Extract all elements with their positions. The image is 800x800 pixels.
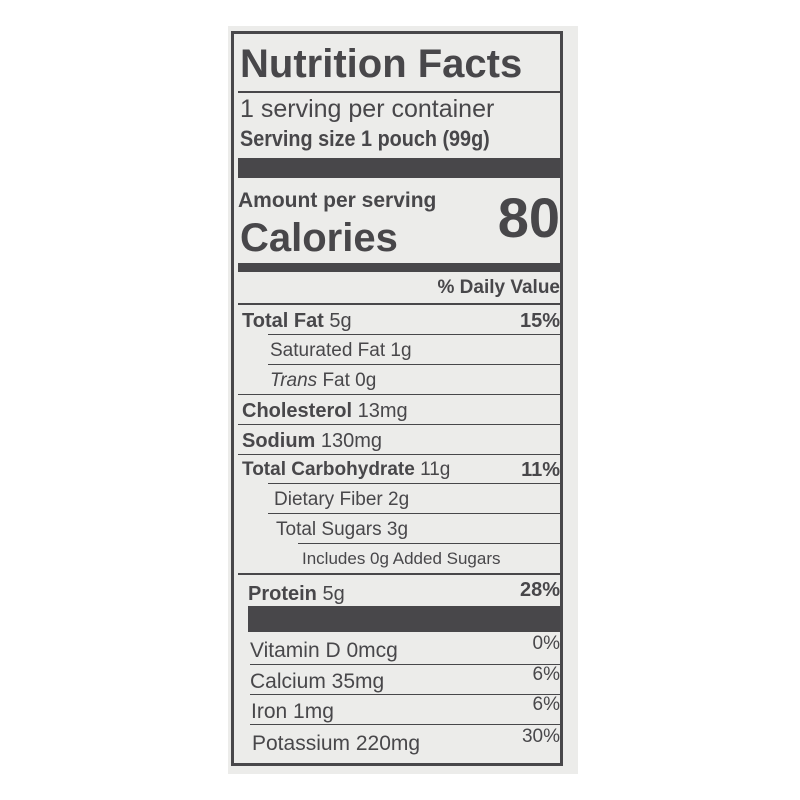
nutrient-row-sodium: Sodium 130mg [242,430,383,452]
vitamin-row-potassium: Potassium 220mg [252,732,421,755]
nutrient-row-trans-fat: Trans Fat 0g [270,370,377,391]
divider [268,334,560,335]
nutrient-row-total-carbohydrate: Total Carbohydrate 11g [242,459,451,480]
divider [238,394,560,395]
nutrient-row-protein: Protein 5g [248,583,345,605]
divider [238,424,560,425]
thick-divider [238,158,560,178]
nutrient-row-total-sugars: Total Sugars 3g [276,519,409,540]
daily-value-header: % Daily Value [437,277,560,298]
medium-divider [238,263,560,272]
nutrient-row-dietary-fiber: Dietary Fiber 2g [274,489,410,510]
dv-total-carbohydrate: 11% [521,459,560,481]
serving-size: Serving size 1 pouch (99g) [240,126,490,151]
dv-protein: 28% [519,579,560,601]
divider [238,91,560,93]
dv-iron: 6% [532,694,560,715]
divider [298,543,560,544]
divider [268,483,560,484]
dv-total-fat: 15% [519,310,560,332]
dv-vitamin-d: 0% [532,633,560,654]
dv-potassium: 30% [521,726,560,747]
thick-divider [248,606,560,632]
nutrient-row-cholesterol: Cholesterol 13mg [242,400,408,422]
vitamin-row-calcium: Calcium 35mg [250,670,385,693]
nutrient-row-total-fat: Total Fat 5g [242,310,352,332]
servings-per-container: 1 serving per container [240,95,495,123]
divider [250,724,560,725]
label-title: Nutrition Facts [240,42,523,86]
divider [238,303,560,305]
divider [250,694,560,695]
divider [250,664,560,665]
vitamin-row-iron: Iron 1mg [251,700,334,723]
vitamin-row-vitamin-d: Vitamin D 0mcg [250,639,398,662]
nutrient-row-added-sugars: Includes 0g Added Sugars [302,549,501,568]
calories-value: 80 [497,186,560,249]
nutrient-row-saturated-fat: Saturated Fat 1g [270,340,412,361]
dv-calcium: 6% [532,664,560,685]
calories-label: Calories [240,216,398,260]
nutrition-label-border [231,31,563,766]
divider [268,513,560,514]
divider [268,364,560,365]
label-background [228,26,578,774]
amount-per-serving: Amount per serving [238,189,437,212]
divider [238,454,560,455]
divider [238,573,560,575]
